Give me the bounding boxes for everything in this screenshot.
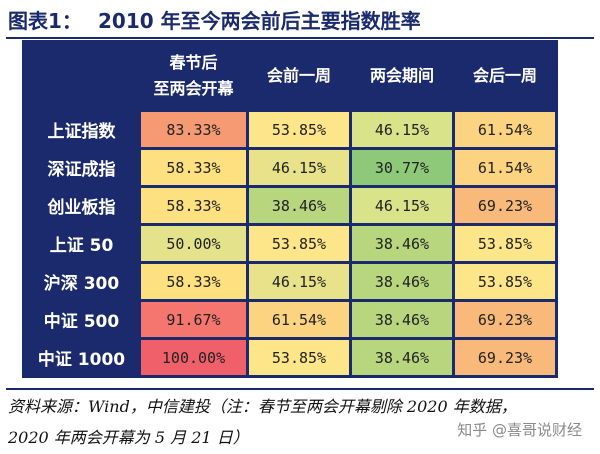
value-cell: 46.15% bbox=[352, 188, 452, 223]
value-cell: 38.46% bbox=[352, 264, 452, 299]
value-cell: 38.46% bbox=[249, 188, 349, 223]
value-cell: 46.15% bbox=[249, 264, 349, 299]
watermark: 知乎 @喜哥说财经 bbox=[457, 421, 582, 439]
value-cell: 100.00% bbox=[141, 340, 246, 375]
row-label: 中证 1000 bbox=[37, 350, 126, 370]
value-cell: 58.33% bbox=[141, 264, 246, 299]
value-cell: 46.15% bbox=[249, 150, 349, 185]
value-cell: 38.46% bbox=[352, 226, 452, 261]
figure-number: 图表1： bbox=[8, 9, 82, 33]
table-row: 上证指数 83.33% 53.85% 46.15% 61.54% bbox=[25, 112, 555, 147]
value-cell: 53.85% bbox=[249, 112, 349, 147]
table-row: 中证 1000 100.00% 53.85% 38.46% 69.23% bbox=[25, 340, 555, 375]
row-label: 上证 50 bbox=[49, 236, 114, 256]
table-row: 中证 500 91.67% 61.54% 38.46% 69.23% bbox=[25, 302, 555, 337]
row-label: 创业板指 bbox=[47, 198, 116, 218]
header-corner bbox=[25, 43, 138, 109]
value-cell: 83.33% bbox=[141, 112, 246, 147]
value-cell: 69.23% bbox=[455, 188, 555, 223]
value-cell: 30.77% bbox=[352, 150, 452, 185]
figure-title-text: 2010 年至今两会前后主要指数胜率 bbox=[98, 9, 421, 33]
header-col-1-line2: 至两会开幕 bbox=[153, 79, 234, 98]
table-header-row: 春节后 至两会开幕 会前一周 两会期间 会后一周 bbox=[25, 43, 555, 109]
value-cell: 61.54% bbox=[455, 150, 555, 185]
row-label: 上证指数 bbox=[47, 122, 116, 142]
row-label: 沪深 300 bbox=[43, 274, 120, 294]
header-col-1-line1: 春节后 bbox=[169, 53, 218, 72]
table-row: 创业板指 58.33% 38.46% 46.15% 69.23% bbox=[25, 188, 555, 223]
value-cell: 61.54% bbox=[455, 112, 555, 147]
row-label: 中证 500 bbox=[43, 312, 120, 332]
value-cell: 53.85% bbox=[455, 226, 555, 261]
value-cell: 53.85% bbox=[455, 264, 555, 299]
figure-title: 图表1： 2010 年至今两会前后主要指数胜率 bbox=[0, 0, 600, 38]
value-cell: 58.33% bbox=[141, 150, 246, 185]
value-cell: 38.46% bbox=[352, 340, 452, 375]
value-cell: 69.23% bbox=[455, 302, 555, 337]
source-note-line1: 资料来源：Wind，中信建投（注：春节至两会开幕剔除 2020 年数据， bbox=[8, 397, 517, 416]
table-row: 上证 50 50.00% 53.85% 38.46% 53.85% bbox=[25, 226, 555, 261]
value-cell: 53.85% bbox=[249, 340, 349, 375]
header-col-4: 会后一周 bbox=[472, 66, 537, 85]
value-cell: 46.15% bbox=[352, 112, 452, 147]
bottom-rule bbox=[6, 388, 594, 390]
row-label: 深证成指 bbox=[47, 160, 116, 180]
value-cell: 58.33% bbox=[141, 188, 246, 223]
value-cell: 91.67% bbox=[141, 302, 246, 337]
value-cell: 53.85% bbox=[249, 226, 349, 261]
header-col-2: 会前一周 bbox=[266, 66, 331, 85]
value-cell: 69.23% bbox=[455, 340, 555, 375]
top-rule bbox=[6, 37, 594, 39]
source-note-line2: 2020 年两会开幕为 5 月 21 日） bbox=[8, 428, 249, 447]
value-cell: 61.54% bbox=[249, 302, 349, 337]
win-rate-table: 春节后 至两会开幕 会前一周 两会期间 会后一周 上证指数 83.33% 53.… bbox=[22, 40, 558, 378]
header-col-3: 两会期间 bbox=[369, 66, 434, 85]
header-col-1: 春节后 至两会开幕 bbox=[141, 43, 246, 109]
table-row: 沪深 300 58.33% 46.15% 38.46% 53.85% bbox=[25, 264, 555, 299]
value-cell: 50.00% bbox=[141, 226, 246, 261]
value-cell: 38.46% bbox=[352, 302, 452, 337]
table-row: 深证成指 58.33% 46.15% 30.77% 61.54% bbox=[25, 150, 555, 185]
